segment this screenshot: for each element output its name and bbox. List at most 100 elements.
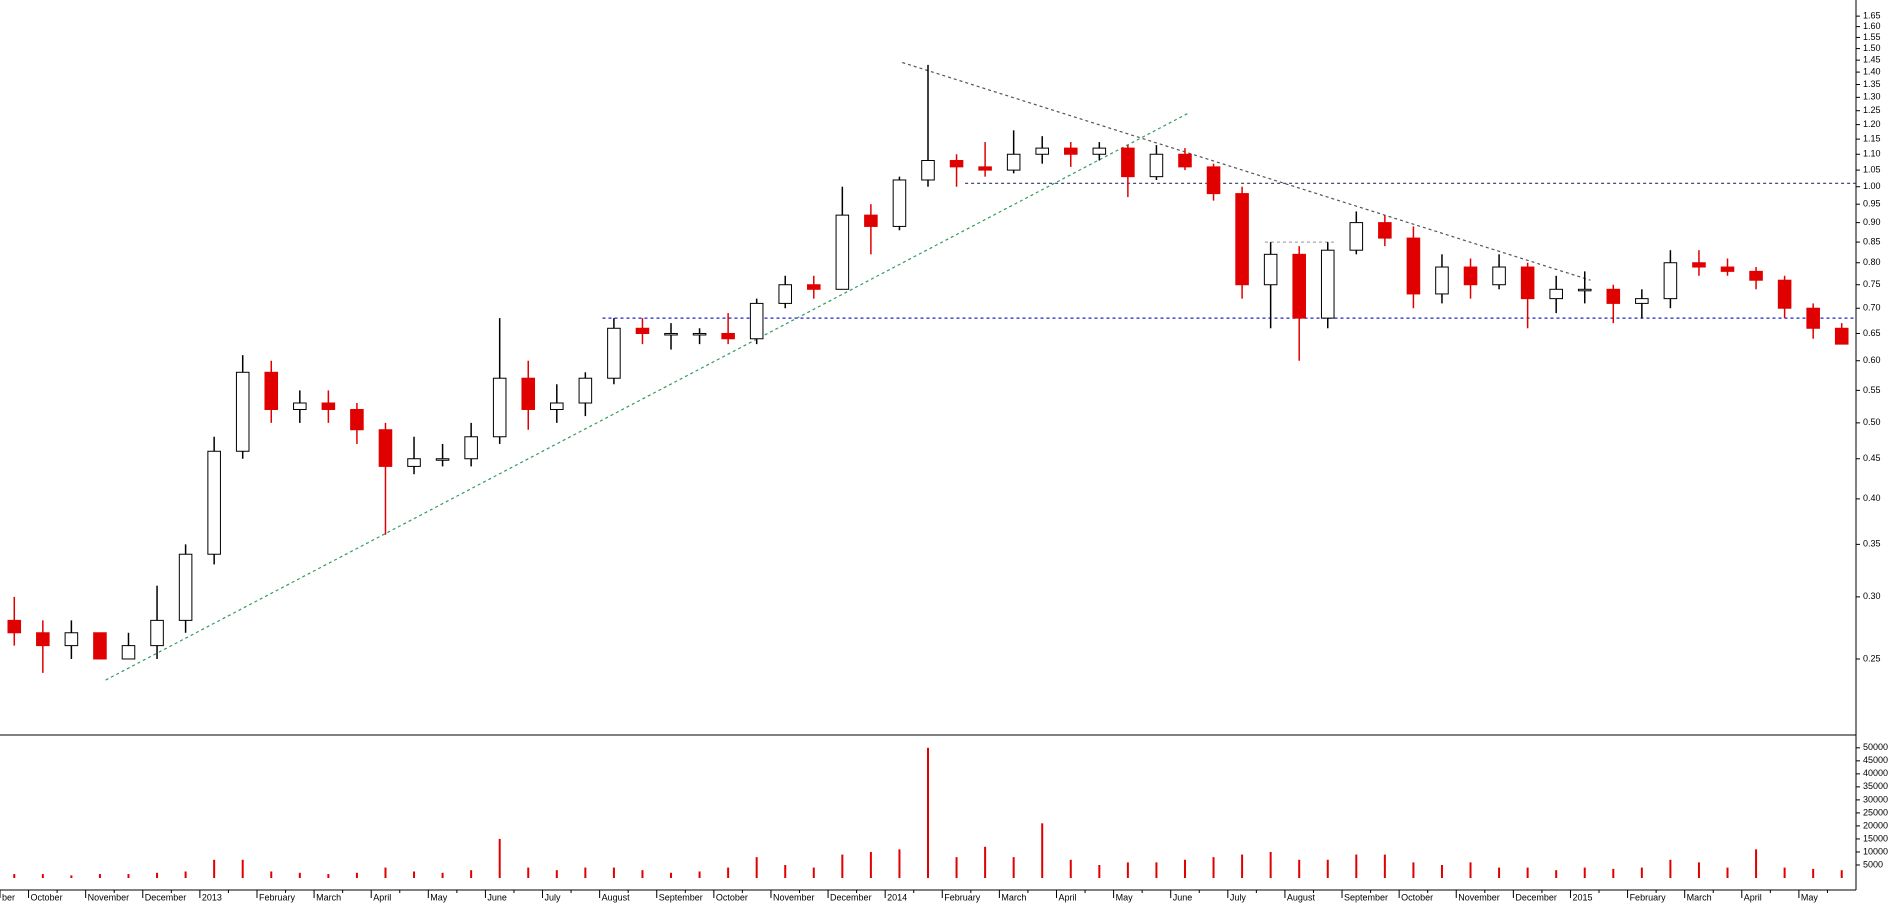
candle-body (464, 436, 478, 460)
volume-bar (1469, 862, 1472, 878)
candle-body (492, 377, 507, 438)
y-tick-label: 0.35 (1863, 539, 1881, 549)
y-tick-label: 1.60 (1863, 21, 1881, 31)
x-tick-label: November (88, 892, 130, 902)
candle-body (1463, 266, 1478, 286)
volume-bar (727, 867, 730, 878)
volume-bar (41, 874, 44, 878)
candle-body (1635, 298, 1649, 304)
candle-body (435, 458, 450, 461)
volume-bar (755, 857, 758, 878)
volume-bar (1041, 823, 1044, 878)
candle-body (407, 458, 421, 467)
candle-body (949, 160, 964, 168)
candle-body (1178, 153, 1192, 168)
candle-body (178, 553, 193, 621)
candle-body (749, 302, 764, 340)
x-tick-label: August (602, 892, 631, 902)
candle-body (1692, 262, 1706, 268)
x-tick-label: September (659, 892, 703, 902)
volume-tick-label: 25000 (1863, 807, 1888, 817)
x-tick-label: October (716, 892, 748, 902)
volume-tick-label: 20000 (1863, 820, 1888, 830)
x-tick-label: April (1058, 892, 1076, 902)
volume-tick-label: 35000 (1863, 781, 1888, 791)
candle-body (778, 284, 793, 304)
candle-body (1492, 266, 1506, 286)
candle-body (864, 214, 878, 227)
candle-body (93, 632, 107, 660)
x-tick-label: March (1001, 892, 1026, 902)
candle-body (1149, 153, 1164, 178)
candle-body (1121, 147, 1135, 178)
volume-bar (298, 872, 301, 878)
x-tick-label: March (1687, 892, 1712, 902)
volume-bar (156, 872, 159, 878)
volume-tick-label: 45000 (1863, 755, 1888, 765)
y-tick-label: 1.65 (1863, 11, 1881, 21)
candle-body (293, 402, 307, 410)
volume-bar (812, 867, 815, 878)
volume-bar (584, 867, 587, 878)
volume-bar (784, 864, 787, 878)
x-tick-label: December (830, 892, 872, 902)
volume-bar (241, 859, 244, 878)
candle-body (1349, 222, 1364, 251)
candle-body (350, 408, 364, 431)
x-tick-label: December (1515, 892, 1557, 902)
candle-body (378, 429, 393, 467)
volume-tick-label: 50000 (1863, 742, 1888, 752)
y-tick-label: 0.25 (1863, 653, 1881, 663)
candle-body (1549, 288, 1563, 300)
y-tick-label: 0.65 (1863, 328, 1881, 338)
candle-body (1406, 237, 1421, 295)
volume-bar (213, 859, 216, 878)
volume-bar (1583, 867, 1586, 878)
candle-body (550, 402, 564, 410)
candle-body (321, 402, 336, 410)
x-tick-label: ber (2, 892, 15, 902)
y-tick-label: 1.10 (1863, 149, 1881, 159)
x-tick-label: May (1116, 892, 1134, 902)
candle-body (1006, 153, 1021, 171)
candle-body (207, 450, 221, 555)
volume-bar (1412, 862, 1415, 878)
candle-body (1720, 266, 1735, 272)
candle-body (7, 619, 22, 634)
y-tick-label: 1.50 (1863, 43, 1881, 53)
candle-body (1035, 147, 1049, 155)
candle-body (121, 645, 136, 660)
volume-bar (1783, 867, 1786, 878)
y-tick-label: 1.25 (1863, 105, 1881, 115)
volume-bar (1241, 854, 1244, 878)
volume-bar (1498, 867, 1501, 878)
volume-bar (1212, 857, 1215, 878)
candle-body (1206, 166, 1221, 195)
y-tick-label: 0.40 (1863, 493, 1881, 503)
volume-bar (1155, 862, 1158, 878)
volume-bar (1526, 867, 1529, 878)
volume-bar (1612, 868, 1615, 878)
candle-body (692, 332, 707, 336)
candle-body (1577, 288, 1592, 292)
volume-bar (13, 874, 16, 878)
volume-bar (470, 870, 473, 878)
y-tick-label: 0.90 (1863, 217, 1881, 227)
volume-bar (1069, 859, 1072, 878)
candle-body (64, 632, 79, 647)
volume-tick-label: 40000 (1863, 768, 1888, 778)
volume-bar (841, 854, 844, 878)
volume-bar (1669, 859, 1672, 878)
x-tick-label: February (1630, 892, 1667, 902)
candle-body (1263, 253, 1278, 286)
volume-bar (698, 871, 701, 878)
x-tick-label: May (1801, 892, 1819, 902)
x-tick-label: March (316, 892, 341, 902)
volume-bar (327, 874, 330, 878)
candle-body (1663, 262, 1678, 300)
volume-bar (1697, 862, 1700, 878)
candle-body (578, 377, 593, 404)
candle-body (921, 160, 935, 181)
x-tick-label: April (373, 892, 391, 902)
candle-body (36, 632, 50, 647)
